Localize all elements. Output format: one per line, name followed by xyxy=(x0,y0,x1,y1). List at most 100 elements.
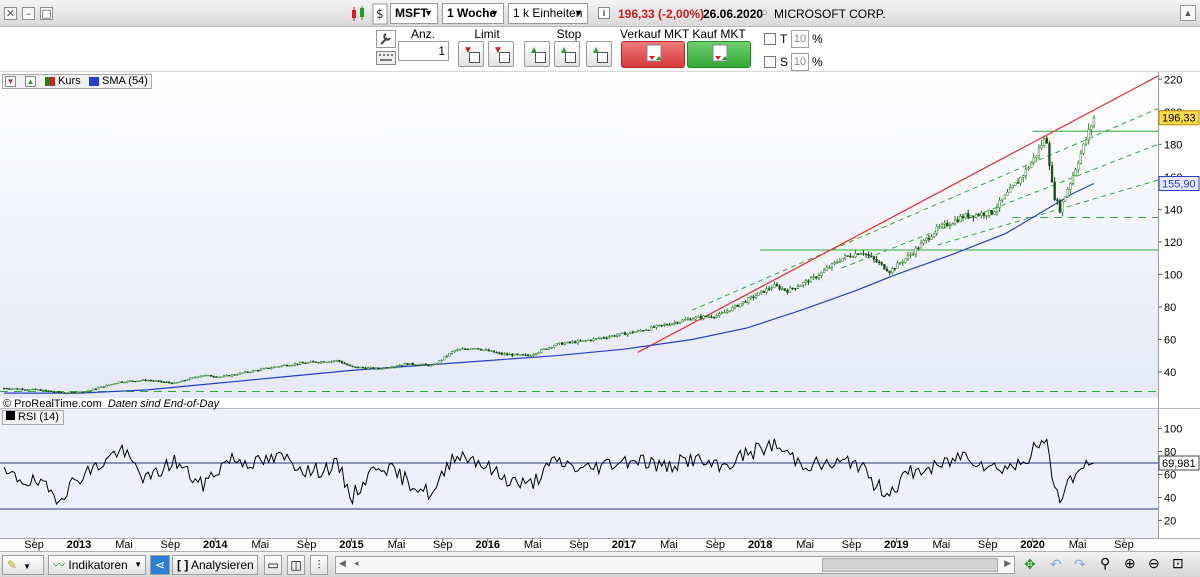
price-candle xyxy=(275,366,278,368)
price-candle xyxy=(403,363,407,366)
stop-limit-button[interactable]: ▲ xyxy=(586,41,612,67)
sma-line xyxy=(4,182,1095,394)
keyboard-icon[interactable] xyxy=(376,51,396,65)
indicators-button[interactable]: 〰 Indikatoren ▼ xyxy=(48,555,146,575)
price-chart[interactable]: 4060801001201401601802002202040608010019… xyxy=(0,72,1200,551)
chevron-down-icon: ▼ xyxy=(23,562,31,571)
price-candle xyxy=(521,354,524,356)
price-candle xyxy=(1032,157,1035,164)
chevron-down-icon: ▼ xyxy=(134,560,142,569)
price-candle xyxy=(241,372,244,374)
price-candle xyxy=(710,316,713,318)
trailing-input[interactable]: 10 xyxy=(791,30,809,48)
sell-arrow-icon[interactable]: ▼ xyxy=(5,76,16,87)
analyze-button[interactable]: [ ] Analysieren xyxy=(172,555,258,575)
candles-icon[interactable]: ⫶ xyxy=(310,555,328,575)
price-candle xyxy=(485,349,488,351)
redo-icon[interactable]: ↷ xyxy=(1074,556,1086,572)
stop-sell-button[interactable]: ▲ xyxy=(554,41,580,67)
price-candle xyxy=(1037,147,1041,156)
price-candle xyxy=(424,363,428,366)
timeframe-selector[interactable]: 1 Woche ▼ xyxy=(442,3,504,24)
price-candle xyxy=(464,348,467,350)
maximize-window-icon[interactable]: □ xyxy=(40,7,53,20)
price-candle xyxy=(469,348,472,350)
stop-buy-button[interactable]: ▲ xyxy=(524,41,550,67)
symbol-selector[interactable]: MSFT ▼ xyxy=(390,3,438,24)
channel-line-lower xyxy=(937,179,1159,246)
minimize-window-icon[interactable]: – xyxy=(22,7,35,20)
price-candle xyxy=(762,290,766,293)
screener-icon[interactable]: ◫ xyxy=(287,555,305,575)
price-candle xyxy=(812,276,815,278)
wrench-icon[interactable] xyxy=(376,30,396,48)
price-candle xyxy=(500,352,504,355)
collapse-icon[interactable]: ▲ xyxy=(1180,5,1196,21)
rsi-value-tag-bg xyxy=(1158,455,1200,471)
price-candle xyxy=(644,329,648,332)
zoom-in-icon[interactable]: ⊕ xyxy=(1124,555,1136,571)
price-candle xyxy=(16,388,19,390)
price-candle xyxy=(807,280,810,283)
comment-icon[interactable]: ▭ xyxy=(264,555,282,575)
dollar-icon[interactable]: $ xyxy=(372,3,388,25)
zoom-fit-icon[interactable]: ⊡ xyxy=(1172,555,1184,571)
price-candle xyxy=(8,388,11,390)
price-candle xyxy=(746,297,750,303)
close-window-icon[interactable]: ✕ xyxy=(4,7,17,20)
undo-icon[interactable]: ↶ xyxy=(1050,556,1062,572)
price-candle xyxy=(870,255,873,257)
price-candle xyxy=(110,383,113,386)
trailing-unit: % xyxy=(812,32,823,46)
limit-sell-button[interactable]: ▼ xyxy=(488,41,514,67)
price-candle xyxy=(314,361,318,363)
price-candle xyxy=(513,353,517,356)
price-legend-label[interactable]: Kurs xyxy=(58,75,81,87)
sell-market-button[interactable] xyxy=(621,41,685,68)
buy-arrow-icon[interactable]: ▲ xyxy=(25,76,36,87)
stop-pct-input[interactable]: 10 xyxy=(791,53,809,71)
price-candle xyxy=(1056,199,1059,201)
price-candle xyxy=(940,224,944,227)
price-candle xyxy=(120,381,124,383)
price-candle xyxy=(726,310,729,313)
price-candle xyxy=(409,362,412,366)
quantity-input[interactable]: 1 xyxy=(398,41,449,61)
info-icon[interactable]: i xyxy=(598,7,610,19)
price-candle xyxy=(676,322,679,324)
price-candle xyxy=(2,387,6,390)
share-icon[interactable]: ⋖ xyxy=(150,555,170,575)
price-candle xyxy=(304,362,307,365)
limit-buy-button[interactable]: ▼ xyxy=(458,41,484,67)
drawing-tools-button[interactable]: ✎ ▼ xyxy=(2,555,44,575)
zoom-icon[interactable]: ⚲ xyxy=(1100,555,1111,571)
zoom-out-icon[interactable]: ⊖ xyxy=(1148,555,1160,571)
price-candle xyxy=(935,226,938,234)
stop-checkbox[interactable] xyxy=(764,56,776,68)
chart-scrollbar[interactable]: ◀ ◂ ▶ xyxy=(335,556,1015,574)
units-selector[interactable]: 1 k Einheiten ▼ xyxy=(508,3,588,24)
scrollbar-thumb[interactable] xyxy=(822,558,998,572)
quantity-label: Anz. xyxy=(410,27,435,41)
x-tick-label: Sep xyxy=(297,539,317,551)
pan-icon[interactable]: ✥ xyxy=(1024,556,1036,572)
price-candle xyxy=(199,375,202,378)
candlestick-type-icon[interactable] xyxy=(350,5,368,23)
scroll-start-icon[interactable]: ◂ xyxy=(354,558,359,568)
price-candle xyxy=(309,361,312,363)
scroll-left-icon[interactable]: ◀ xyxy=(339,558,346,568)
price-candle xyxy=(47,390,50,392)
price-candle xyxy=(974,214,978,218)
rsi-legend[interactable]: RSI (14) xyxy=(2,410,64,425)
price-candle xyxy=(702,315,705,319)
price-candle xyxy=(1040,145,1043,149)
price-candle xyxy=(757,292,760,296)
sma-legend-label[interactable]: SMA (54) xyxy=(102,75,148,87)
price-candle xyxy=(115,382,118,385)
scroll-right-icon[interactable]: ▶ xyxy=(1004,558,1011,568)
price-candle xyxy=(283,364,286,367)
price-candle xyxy=(794,288,797,290)
buy-market-button[interactable] xyxy=(687,41,751,68)
trailing-checkbox[interactable] xyxy=(764,33,776,45)
price-candle xyxy=(495,352,498,354)
